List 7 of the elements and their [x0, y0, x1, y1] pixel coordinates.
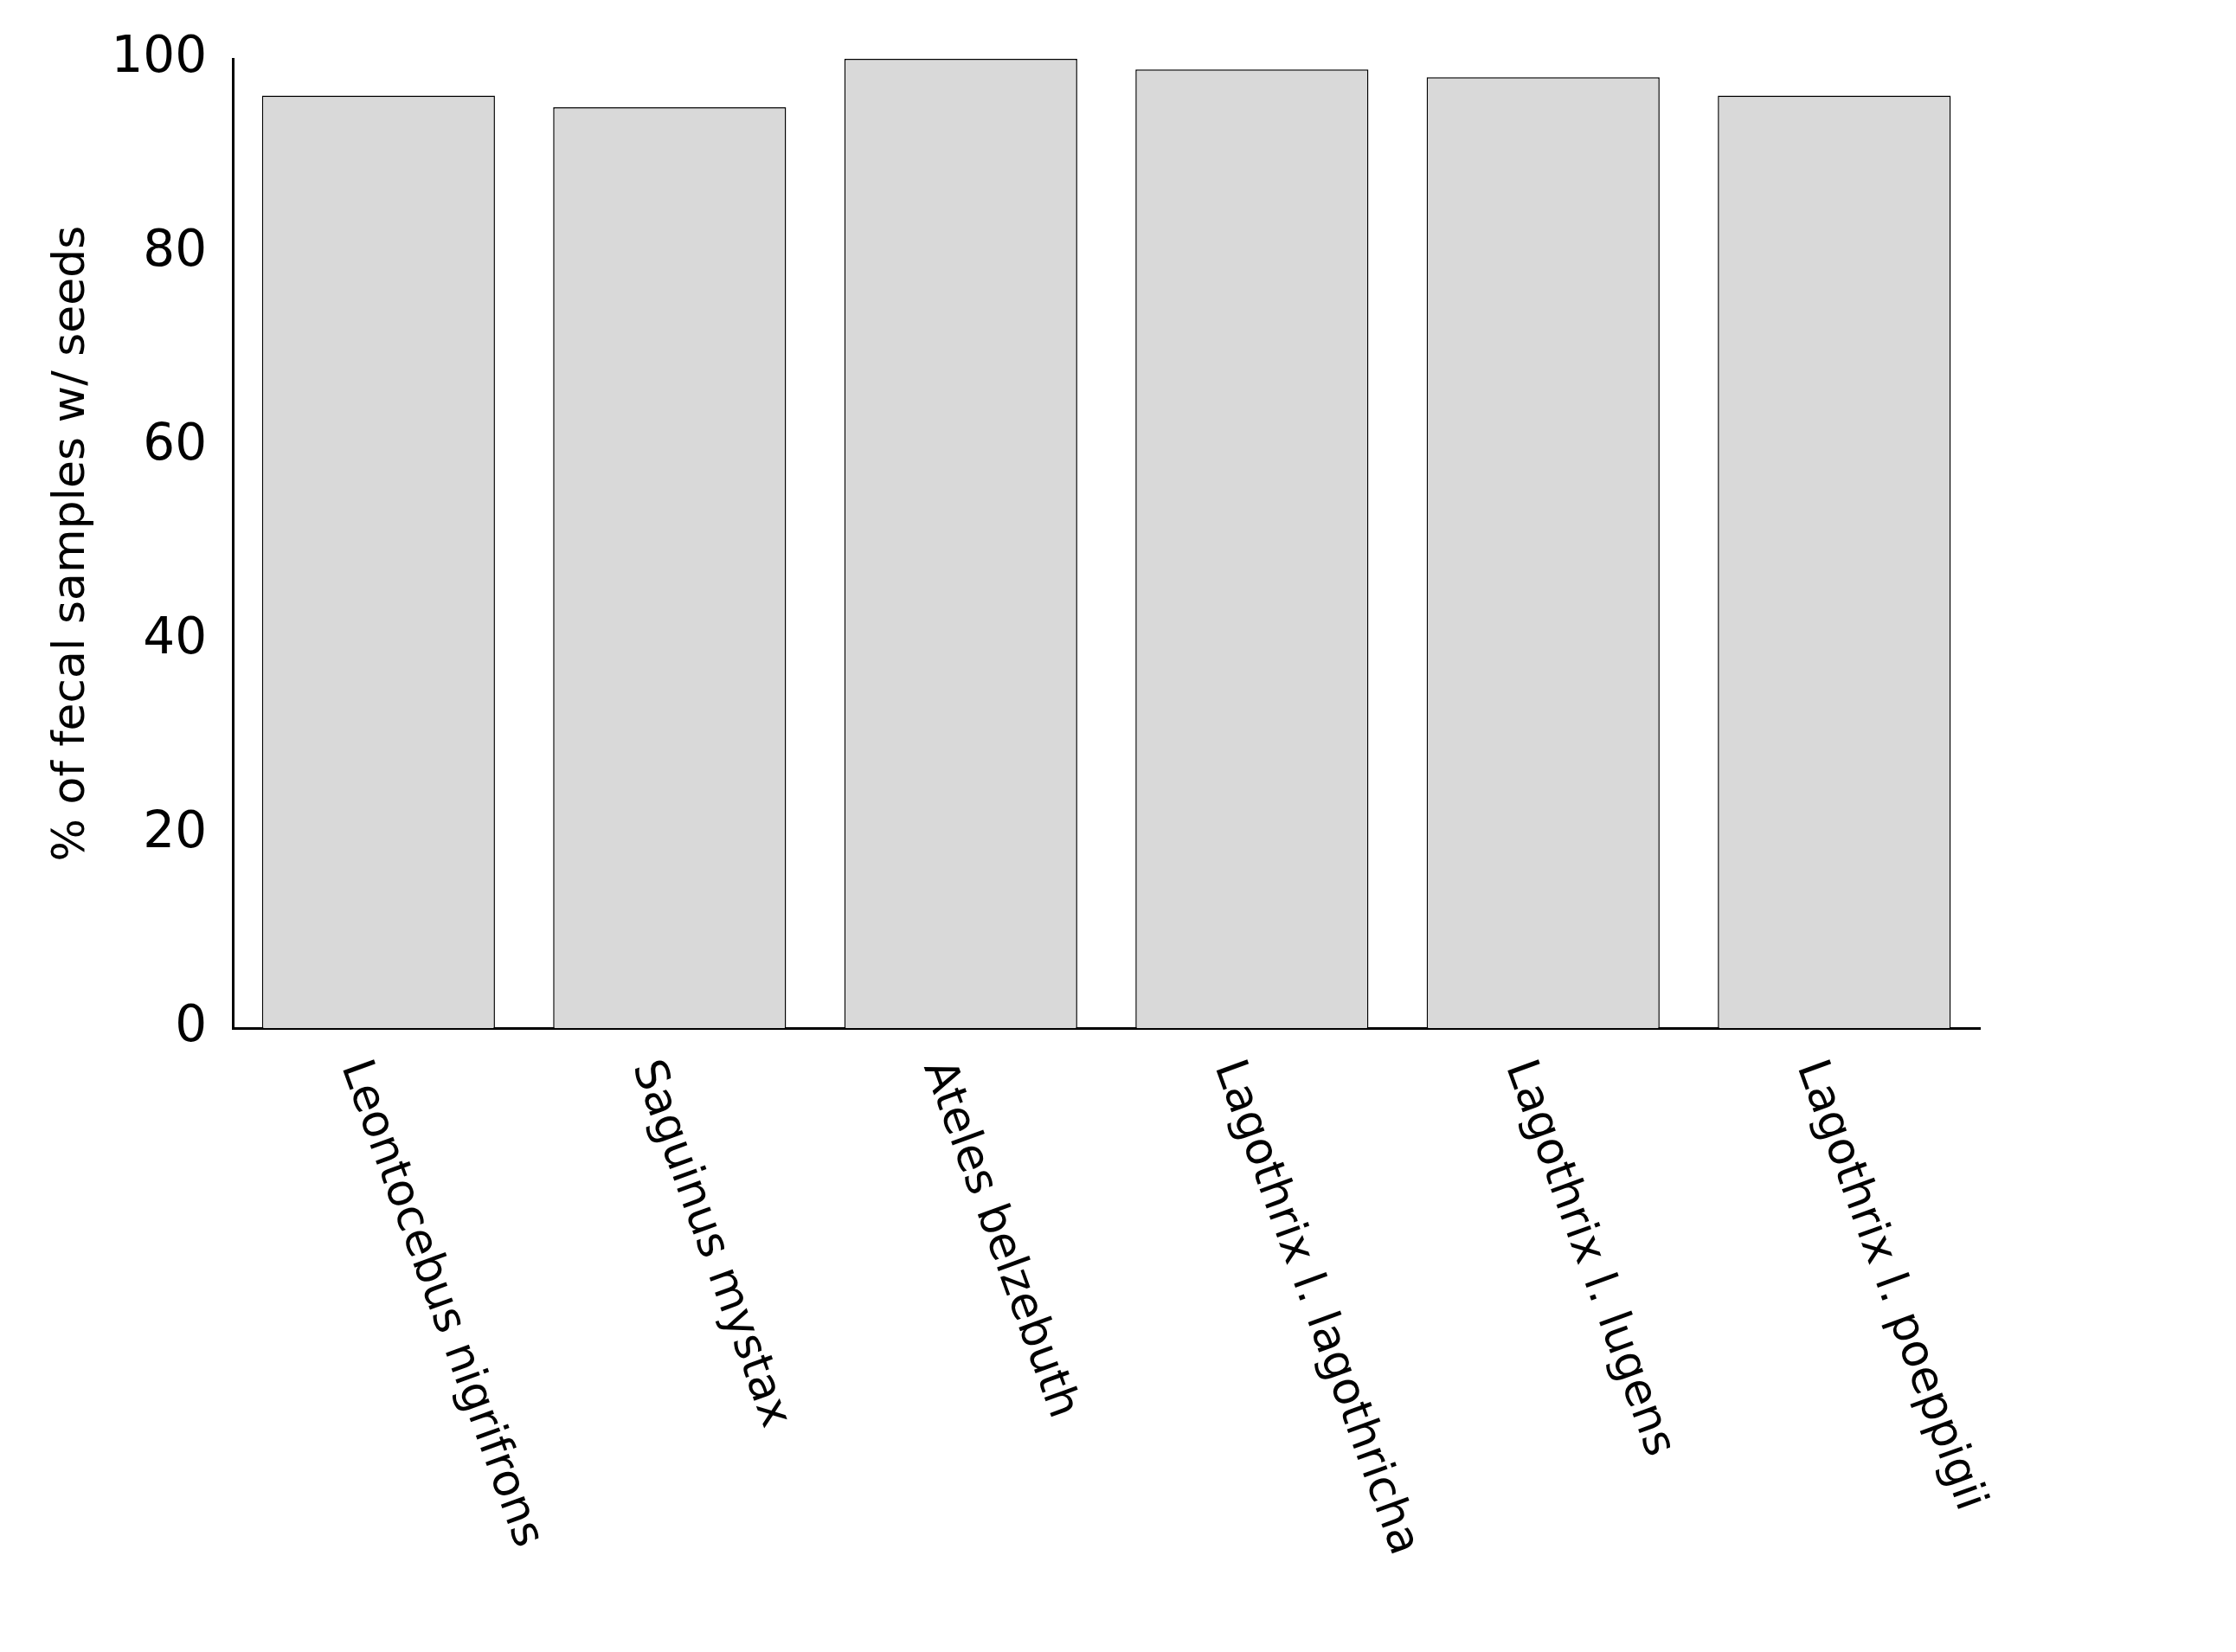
y-axis-title: % of fecal samples w/ seeds: [42, 225, 94, 862]
y-tick-label: 80: [143, 219, 208, 279]
y-tick-label: 60: [143, 413, 208, 472]
y-tick-label: 0: [175, 994, 208, 1054]
y-tick-label: 20: [143, 800, 208, 860]
y-tick-label: 40: [143, 607, 208, 666]
y-tick-label: 100: [111, 25, 208, 85]
